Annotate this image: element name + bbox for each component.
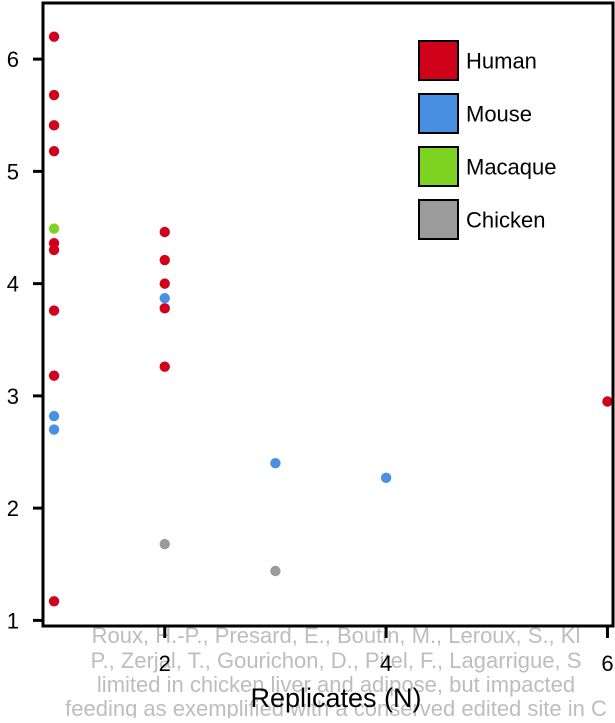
data-point-human [159,361,170,372]
data-point-human [48,305,60,316]
watermark-line: limited in chicken liver and adipose, bu… [97,672,575,697]
legend-swatch-chicken [418,199,459,240]
data-point-human [159,226,170,238]
data-point-human [48,89,60,101]
y-axis: 1 2 3 4 5 6 [7,47,43,633]
legend-swatch-human [418,40,459,81]
x-tick-label: 6 [601,651,613,676]
legend-label-mouse: Mouse [466,102,532,127]
data-point-mouse [48,424,60,435]
x-axis-label: Replicates (N) [250,683,421,713]
data-point-chicken [270,565,281,577]
data-point-human [159,254,170,266]
data-point-human [48,145,60,157]
data-point-mouse [159,293,170,304]
data-point-human [48,120,60,131]
y-tick-label: 2 [7,496,19,521]
legend-swatch-mouse [418,93,459,134]
data-point-human [159,278,170,289]
data-point-human [159,303,170,314]
data-points [48,31,613,607]
y-tick-label: 1 [7,608,19,633]
legend: Human Mouse Macaque Chicken [418,40,557,240]
x-tick-label: 2 [159,651,171,676]
data-point-human [48,244,60,256]
y-tick-label: 5 [7,159,19,184]
data-point-human [48,370,60,381]
data-point-chicken [159,538,170,550]
data-point-mouse [270,458,281,469]
y-tick-label: 6 [7,47,19,72]
plot-frame [41,1,615,628]
x-tick-label: 4 [380,651,392,676]
legend-label-chicken: Chicken [466,208,545,233]
x-axis: 2 4 6 [159,626,614,676]
data-point-human [48,31,60,42]
data-point-human [48,596,60,607]
data-point-mouse [48,410,60,422]
y-tick-label: 4 [7,272,19,297]
data-point-macaque [48,223,60,234]
watermark-line: feeding as exemplified with a conserved … [65,696,607,718]
y-tick-label: 3 [7,384,19,409]
legend-swatch-macaque [418,146,459,187]
legend-label-macaque: Macaque [466,155,557,180]
data-point-human [602,396,613,407]
data-point-mouse [380,472,392,484]
legend-label-human: Human [466,49,537,74]
watermark-line: P., Zerjal, T., Gourichon, D., Pitel, F.… [91,648,582,673]
